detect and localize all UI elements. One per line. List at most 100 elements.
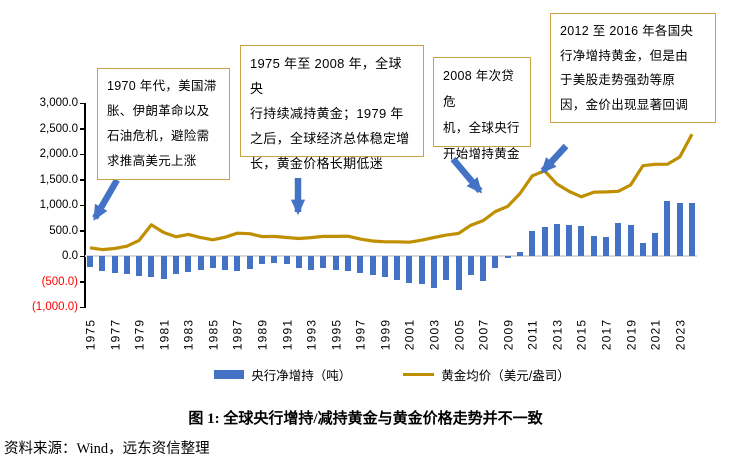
legend-item-line: 黄金均价（美元/盎司）	[403, 365, 570, 384]
zero-gridline	[85, 255, 697, 257]
bar-2014	[566, 225, 573, 256]
y-tick-label: 0.0	[62, 250, 78, 262]
bar-2013	[553, 223, 560, 256]
y-tick-mark	[80, 102, 85, 104]
y-tick-label: 500.0	[49, 224, 78, 237]
bar-2010	[517, 251, 523, 256]
bar-1989	[259, 256, 265, 265]
bar-1977	[111, 256, 118, 273]
bar-1996	[345, 256, 351, 272]
bar-1991	[283, 256, 290, 265]
bar-2020	[639, 242, 646, 256]
bar-2003	[431, 256, 437, 288]
bar-2016	[590, 235, 597, 256]
x-tick-label-1985: 1985	[206, 318, 221, 351]
bar-1986	[222, 256, 229, 270]
y-tick-mark	[80, 128, 85, 130]
y-tick-mark	[80, 153, 85, 155]
x-tick-label-2003: 2003	[427, 318, 442, 351]
bar-2022	[664, 200, 671, 256]
bar-2007	[480, 256, 487, 281]
legend-item-bars: 央行净增持（吨）	[214, 365, 351, 384]
bar-2011	[529, 231, 536, 256]
x-tick-label-1993: 1993	[304, 318, 319, 351]
bar-1978	[123, 256, 130, 275]
figure-caption: 图 1: 全球央行增持/减持黄金与黄金价格走势并不一致	[188, 411, 543, 427]
callout-arrow	[92, 178, 120, 221]
annotation-1975-2008-selling: 1975 年至 2008 年，全球央 行持续减持黄金；1979 年 之后，全球经…	[240, 45, 424, 171]
bar-1987	[234, 256, 241, 272]
bar-1995	[332, 256, 339, 270]
legend-line-label: 黄金均价（美元/盎司）	[441, 369, 570, 383]
bar-1998	[369, 256, 376, 275]
y-tick-label: (1,000.0)	[31, 301, 78, 313]
x-tick-label-1999: 1999	[378, 318, 393, 351]
legend-bar-swatch	[214, 370, 245, 379]
bar-1975	[87, 256, 93, 268]
x-tick-label-2005: 2005	[452, 318, 467, 351]
x-tick-label-1991: 1991	[280, 318, 295, 351]
bar-1980	[148, 256, 155, 277]
legend: 央行净增持（吨） 黄金均价（美元/盎司）	[84, 365, 700, 384]
bar-2017	[603, 236, 609, 256]
bar-1990	[271, 256, 278, 263]
bar-1976	[99, 256, 106, 272]
x-tick-label-2011: 2011	[525, 319, 540, 350]
y-tick-label: (500.0)	[41, 275, 78, 288]
y-tick-label: 1,000.0	[39, 199, 78, 211]
x-tick-label-2013: 2013	[550, 318, 565, 351]
bar-2002	[418, 256, 425, 284]
y-tick-label: 2,500.0	[39, 122, 78, 135]
bar-1999	[381, 256, 388, 277]
x-tick-label-2009: 2009	[501, 318, 516, 351]
bar-2019	[627, 225, 634, 256]
bar-2004	[443, 256, 450, 281]
y-tick-mark	[80, 281, 85, 283]
y-tick-label: 2,000.0	[39, 148, 78, 160]
bar-2008	[492, 256, 499, 268]
y-tick-mark	[80, 306, 85, 308]
bar-1982	[173, 256, 179, 275]
x-tick-label-2021: 2021	[648, 318, 663, 351]
bar-2023	[676, 203, 683, 256]
bar-1979	[136, 256, 143, 277]
bar-1997	[357, 256, 364, 274]
bar-1988	[246, 256, 253, 269]
y-tick-mark	[80, 255, 85, 257]
x-tick-label-2015: 2015	[574, 318, 589, 351]
x-tick-label-1997: 1997	[353, 318, 368, 351]
y-tick-label: 1,500.0	[39, 173, 78, 186]
bar-2021	[652, 233, 659, 256]
bar-1985	[209, 256, 216, 268]
x-tick-label-2019: 2019	[624, 318, 639, 351]
y-tick-label: 3,000.0	[39, 97, 78, 109]
gold-holdings-price-chart: 3,000.0 2,500.0 2,000.0 1,500.0 1,000.0 500.0…	[31, 13, 716, 384]
bar-2001	[406, 256, 413, 283]
bar-2018	[615, 222, 622, 256]
bar-1992	[295, 256, 302, 268]
callout-arrow	[540, 143, 569, 174]
bar-2005	[455, 256, 462, 290]
x-tick-label-1983: 1983	[181, 318, 196, 351]
x-tick-label-2001: 2001	[402, 318, 417, 351]
figure-source: 资料来源：Wind，远东资信整理	[4, 441, 210, 457]
x-tick-label-1977: 1977	[108, 318, 123, 351]
y-tick-mark	[80, 179, 85, 181]
x-tick-label-2023: 2023	[673, 318, 688, 351]
x-tick-label-1995: 1995	[329, 318, 344, 351]
bar-1981	[160, 256, 167, 279]
annotation-1970s-oil-crisis: 1970 年代，美国滞 胀、伊朗革命以及 石油危机，避险需 求推高美元上涨	[97, 68, 230, 180]
bar-2015	[578, 226, 585, 256]
x-tick-label-2017: 2017	[599, 318, 614, 351]
y-axis-line	[84, 103, 86, 308]
x-tick-label-2007: 2007	[476, 318, 491, 351]
bar-1984	[197, 256, 204, 270]
bar-2009	[504, 256, 511, 258]
x-tick-label-1989: 1989	[255, 318, 270, 351]
x-tick-label-1981: 1981	[157, 318, 172, 351]
x-tick-label-1975: 1975	[83, 318, 98, 351]
legend-line-swatch	[403, 373, 435, 376]
y-tick-mark	[80, 204, 85, 206]
x-tick-label-1987: 1987	[230, 318, 245, 351]
